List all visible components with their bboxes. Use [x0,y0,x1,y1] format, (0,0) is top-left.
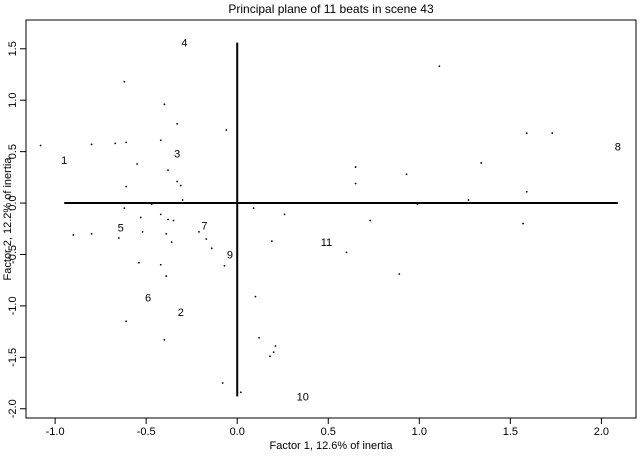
point [137,261,140,264]
point [525,132,528,135]
point [163,338,166,341]
y-tick-label: 0.5 [7,144,19,159]
point [141,230,144,233]
point [210,247,213,250]
point [176,180,179,183]
y-axis-label: Factor 2, 12.2% of inertia [2,157,14,281]
point [438,65,441,68]
point [225,129,228,131]
y-tick-label: 0.0 [7,195,19,210]
point [125,320,128,323]
point-label: 7 [201,221,207,233]
x-tick-label: 1.5 [503,426,518,438]
point [272,351,275,354]
point-label: 9 [227,249,233,261]
point [165,275,168,277]
point-label: 10 [297,391,309,403]
point [159,139,162,142]
point [170,241,173,244]
point [551,132,554,135]
x-tick-label: 1.0 [412,426,427,438]
point [269,355,271,358]
point [179,184,182,187]
point [345,251,348,254]
point [221,382,224,384]
point-label: 4 [181,38,187,50]
point-label: 5 [118,223,124,235]
point [270,240,273,243]
x-axis-label: Factor 1, 12.6% of inertia [270,440,394,452]
point [159,263,162,266]
point [274,345,277,347]
point [522,222,525,225]
y-tick-label: -1.5 [7,348,19,367]
point [254,295,257,298]
point [480,162,483,164]
point [258,336,260,339]
point [159,213,162,216]
point [283,213,286,216]
point [125,185,128,188]
point-label: 3 [174,149,180,161]
point [354,182,357,185]
point [90,233,93,235]
point [123,207,126,210]
point [165,233,168,235]
point [205,238,208,240]
point [123,80,126,83]
point [176,122,179,125]
point [181,199,184,201]
point [72,234,75,236]
x-tick-label: 0.5 [321,426,336,438]
point [525,190,528,193]
point [163,103,166,106]
point [398,273,401,275]
y-tick-label: 1.5 [7,41,19,56]
y-tick-label: 1.0 [7,93,19,108]
y-tick-label: -2.0 [7,399,19,418]
point-label: 11 [321,237,332,249]
point [172,219,175,222]
point [150,203,153,205]
point [167,169,169,172]
point [416,203,419,205]
point [239,391,242,394]
x-tick-label: -1.0 [46,426,65,438]
y-tick-label: -1.0 [7,296,19,315]
point [125,141,128,144]
point [198,230,200,233]
point [117,237,120,239]
point [467,199,470,201]
point [252,207,255,210]
point [223,264,226,267]
point [369,219,372,222]
x-tick-label: -0.5 [137,426,156,438]
point [90,143,93,146]
point [139,216,142,219]
x-tick-label: 0.0 [230,426,245,438]
point [114,142,117,145]
point [405,173,408,176]
point [354,166,357,168]
point-label: 6 [145,293,151,305]
point-label: 8 [615,141,621,153]
plot-frame [25,19,637,419]
point-label: 1 [61,155,67,167]
x-tick-label: 2.0 [594,426,609,438]
point [136,163,138,165]
chart-title: Principal plane of 11 beats in scene 43 [228,2,434,16]
y-tick-label: -0.5 [7,245,19,264]
point [39,144,42,147]
point [167,218,169,221]
point-label: 2 [178,307,184,319]
